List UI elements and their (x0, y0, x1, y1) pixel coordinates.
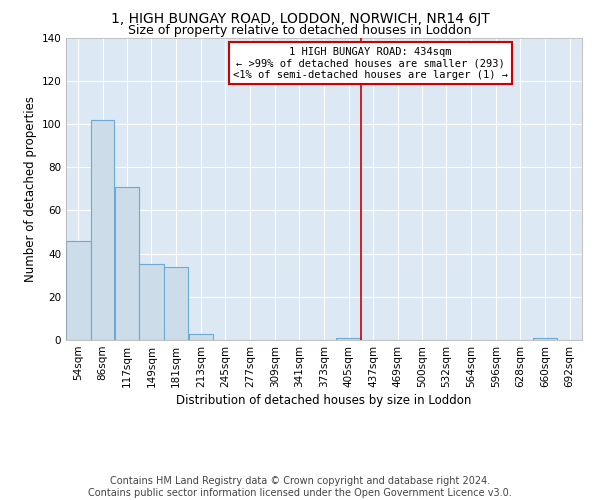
Bar (66, 240, 91, 340)
Y-axis label: Number of detached properties: Number of detached properties (24, 96, 37, 282)
Text: 1 HIGH BUNGAY ROAD: 434sqm
← >99% of detached houses are smaller (293)
<1% of se: 1 HIGH BUNGAY ROAD: 434sqm ← >99% of det… (233, 46, 508, 80)
Text: 1, HIGH BUNGAY ROAD, LODDON, NORWICH, NR14 6JT: 1, HIGH BUNGAY ROAD, LODDON, NORWICH, NR… (110, 12, 490, 26)
Bar (139, 264, 164, 340)
Bar (188, 334, 213, 340)
Bar (164, 266, 188, 340)
Bar (337, 338, 361, 340)
Text: Size of property relative to detached houses in Loddon: Size of property relative to detached ho… (128, 24, 472, 37)
Text: Contains HM Land Registry data © Crown copyright and database right 2024.
Contai: Contains HM Land Registry data © Crown c… (88, 476, 512, 498)
X-axis label: Distribution of detached houses by size in Loddon: Distribution of detached houses by size … (176, 394, 472, 407)
Bar (91, 120, 115, 340)
Bar (533, 338, 557, 340)
Bar (115, 186, 139, 340)
